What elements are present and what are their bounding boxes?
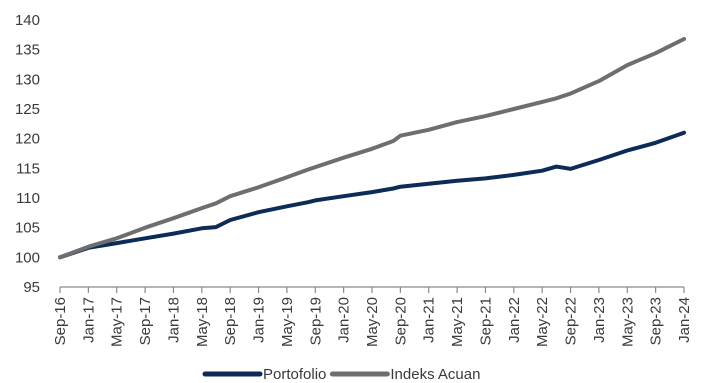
y-tick-label: 95 [23, 279, 40, 296]
y-tick-label: 140 [15, 12, 40, 29]
x-tick-label: Jan-21 [421, 297, 438, 343]
x-tick-label: May-18 [194, 297, 211, 347]
x-tick-label: Jan-18 [165, 297, 182, 343]
y-tick-label: 115 [16, 160, 40, 177]
x-tick-label: Jan-24 [676, 297, 693, 343]
x-tick-label: Jan-22 [506, 297, 523, 343]
x-tick-label: Jan-17 [80, 297, 97, 343]
legend-label-indeks-acuan: Indeks Acuan [390, 366, 480, 383]
y-tick-label: 110 [16, 190, 40, 207]
series-line-portofolio [58, 130, 686, 260]
x-tick-label: Sep-23 [648, 297, 665, 345]
series-layer [58, 37, 686, 260]
x-tick-label: Sep-17 [137, 297, 154, 345]
x-tick-label: Jan-23 [591, 297, 608, 343]
x-tick-label: Jan-20 [336, 297, 353, 343]
x-tick-label: May-20 [364, 297, 381, 347]
y-tick-label: 100 [15, 249, 40, 266]
x-tick-label: Sep-20 [392, 297, 409, 345]
y-tick-label: 135 [15, 42, 40, 59]
x-tick-label: May-23 [619, 297, 636, 347]
x-tick-label: Sep-16 [52, 297, 69, 345]
x-tick-label: Sep-22 [563, 297, 580, 345]
y-tick-label: 130 [15, 71, 40, 88]
x-tick-label: Jan-19 [251, 297, 268, 343]
y-tick-label: 125 [15, 101, 40, 118]
x-tick-label: May-17 [109, 297, 126, 347]
x-axis: Sep-16 Jan-17 May-17 Sep-17 Jan-18 May-18 Sep-… [52, 286, 693, 347]
y-axis: 95 100 105 110 115 120 125 130 135 140 [15, 12, 40, 296]
x-tick-label: May-22 [534, 297, 551, 347]
legend: Portofolio Indeks Acuan [202, 366, 480, 383]
x-tick-label: May-19 [279, 297, 296, 347]
y-tick-label: 105 [15, 220, 40, 237]
legend-label-portofolio: Portofolio [263, 366, 326, 383]
series-line-indeks-acuan [58, 37, 686, 260]
y-tick-label: 120 [15, 131, 40, 148]
x-tick-label: Sep-19 [307, 297, 324, 345]
x-tick-label: Sep-18 [222, 297, 239, 345]
x-tick-label: Sep-21 [477, 297, 494, 345]
x-tick-label: May-21 [449, 297, 466, 347]
